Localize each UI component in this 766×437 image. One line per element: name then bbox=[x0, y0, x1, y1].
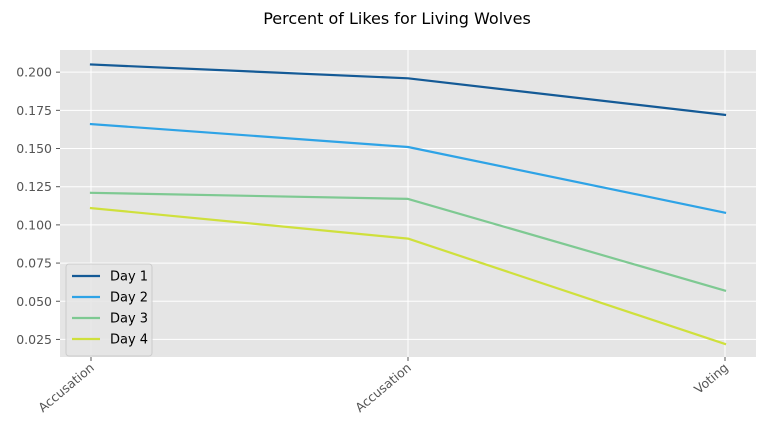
legend: Day 1 Day 2 Day 3 Day 4 bbox=[65, 263, 153, 357]
legend-box bbox=[65, 263, 153, 357]
y-tick-label: 0.200 bbox=[16, 65, 52, 80]
x-tick-label: Accusation bbox=[35, 360, 97, 415]
y-tick-label: 0.025 bbox=[16, 332, 52, 347]
series-line-day-3 bbox=[89, 191, 727, 292]
x-tick-label: Accusation bbox=[352, 360, 414, 415]
series-line-day-4 bbox=[89, 206, 727, 346]
y-axis: 0.025 0.050 0.075 0.100 0.125 0.150 0.175 0.200 bbox=[16, 65, 60, 347]
series-line-day-1 bbox=[89, 63, 727, 117]
legend-label: Day 3 bbox=[110, 312, 148, 327]
y-tick-label: 0.150 bbox=[16, 141, 52, 156]
series-line-day-2 bbox=[89, 122, 727, 215]
y-tick-label: 0.175 bbox=[16, 103, 52, 118]
y-tick-label: 0.125 bbox=[16, 179, 52, 194]
x-axis: Accusation Accusation Voting bbox=[35, 357, 731, 415]
legend-label: Day 2 bbox=[110, 291, 148, 306]
x-tick-label: Voting bbox=[691, 360, 731, 397]
y-tick-label: 0.050 bbox=[16, 294, 52, 309]
series-lines bbox=[89, 63, 727, 346]
y-tick-label: 0.075 bbox=[16, 256, 52, 271]
grid-lines bbox=[60, 50, 756, 357]
legend-label: Day 4 bbox=[110, 333, 148, 348]
legend-label: Day 1 bbox=[110, 270, 148, 285]
y-tick-label: 0.100 bbox=[16, 217, 52, 232]
chart-title: Percent of Likes for Living Wolves bbox=[263, 9, 531, 28]
